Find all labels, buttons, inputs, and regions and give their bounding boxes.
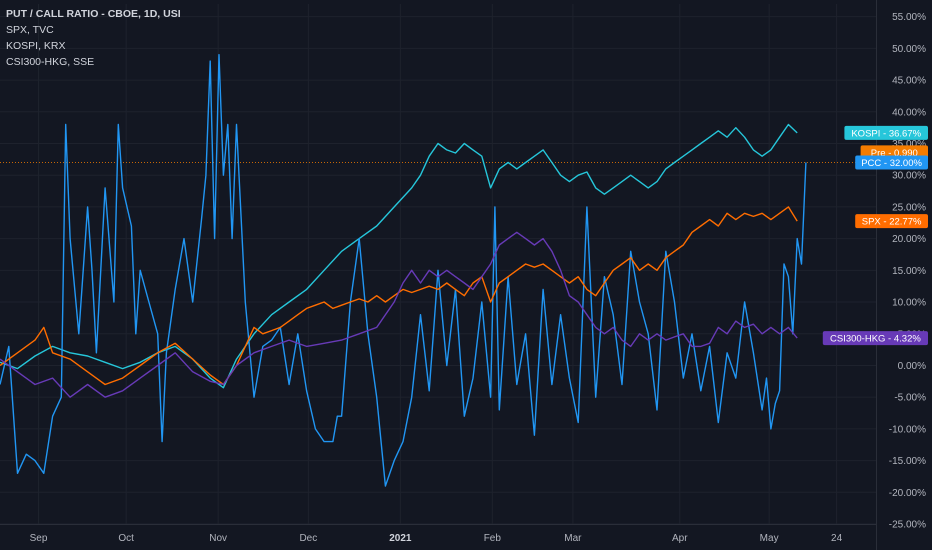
y-tick-label: 35.00% xyxy=(892,139,926,150)
x-tick-label: Dec xyxy=(299,533,317,544)
x-tick-label: 2021 xyxy=(389,533,412,544)
series-line-csi300-hkg xyxy=(0,231,798,398)
legend-series-csi300: CSI300-HKG, SSE xyxy=(6,56,95,68)
series-tag-label: PCC - 32.00% xyxy=(861,158,922,169)
y-tick-label: 15.00% xyxy=(892,266,926,277)
y-tick-label: -10.00% xyxy=(889,424,926,435)
series-tag-spx xyxy=(855,214,928,229)
x-tick-label: May xyxy=(760,533,779,544)
y-tick-label: -5.00% xyxy=(894,393,926,404)
series-tag-label: SPX - 22.77% xyxy=(862,217,922,228)
x-tick-label: Apr xyxy=(672,533,688,544)
y-tick-label: -20.00% xyxy=(889,488,926,499)
x-tick-label: 24 xyxy=(831,533,843,544)
series-line-spx xyxy=(0,206,798,386)
series-tag-pcc xyxy=(855,155,928,170)
y-tick-label: -25.00% xyxy=(889,520,926,531)
y-tick-label: 40.00% xyxy=(892,107,926,118)
legend-series-spx: SPX, TVC xyxy=(6,24,54,36)
x-tick-label: Sep xyxy=(30,533,48,544)
legend-series-kospi: KOSPI, KRX xyxy=(6,40,66,52)
y-tick-label: 10.00% xyxy=(892,298,926,309)
y-tick-label: 55.00% xyxy=(892,12,926,23)
y-tick-label: 20.00% xyxy=(892,234,926,245)
x-tick-label: Mar xyxy=(564,533,582,544)
x-tick-label: Nov xyxy=(209,533,227,544)
series-tag-kospi xyxy=(844,125,928,140)
legend-title: PUT / CALL RATIO - CBOE, 1D, USI xyxy=(6,8,181,20)
series-tag-label: CSI300-HKG - 4.32% xyxy=(830,334,921,345)
y-tick-label: 45.00% xyxy=(892,76,926,87)
series-tag-label: Pre - 0.990 xyxy=(871,148,918,159)
chart-legend: PUT / CALL RATIO - CBOE, 1D, USI SPX, TV… xyxy=(6,6,181,70)
x-tick-label: Oct xyxy=(118,533,134,544)
series-line-pcc xyxy=(0,54,807,487)
y-tick-label: -15.00% xyxy=(889,456,926,467)
y-tick-label: 25.00% xyxy=(892,202,926,213)
y-tick-label: 50.00% xyxy=(892,44,926,55)
y-tick-label: 30.00% xyxy=(892,171,926,182)
series-tag-label: KOSPI - 36.67% xyxy=(851,128,921,139)
y-tick-label: 0.00% xyxy=(898,361,926,372)
x-tick-label: Feb xyxy=(484,533,502,544)
series-line-kospi xyxy=(0,123,798,389)
series-tag-csi300-hkg xyxy=(822,331,928,346)
